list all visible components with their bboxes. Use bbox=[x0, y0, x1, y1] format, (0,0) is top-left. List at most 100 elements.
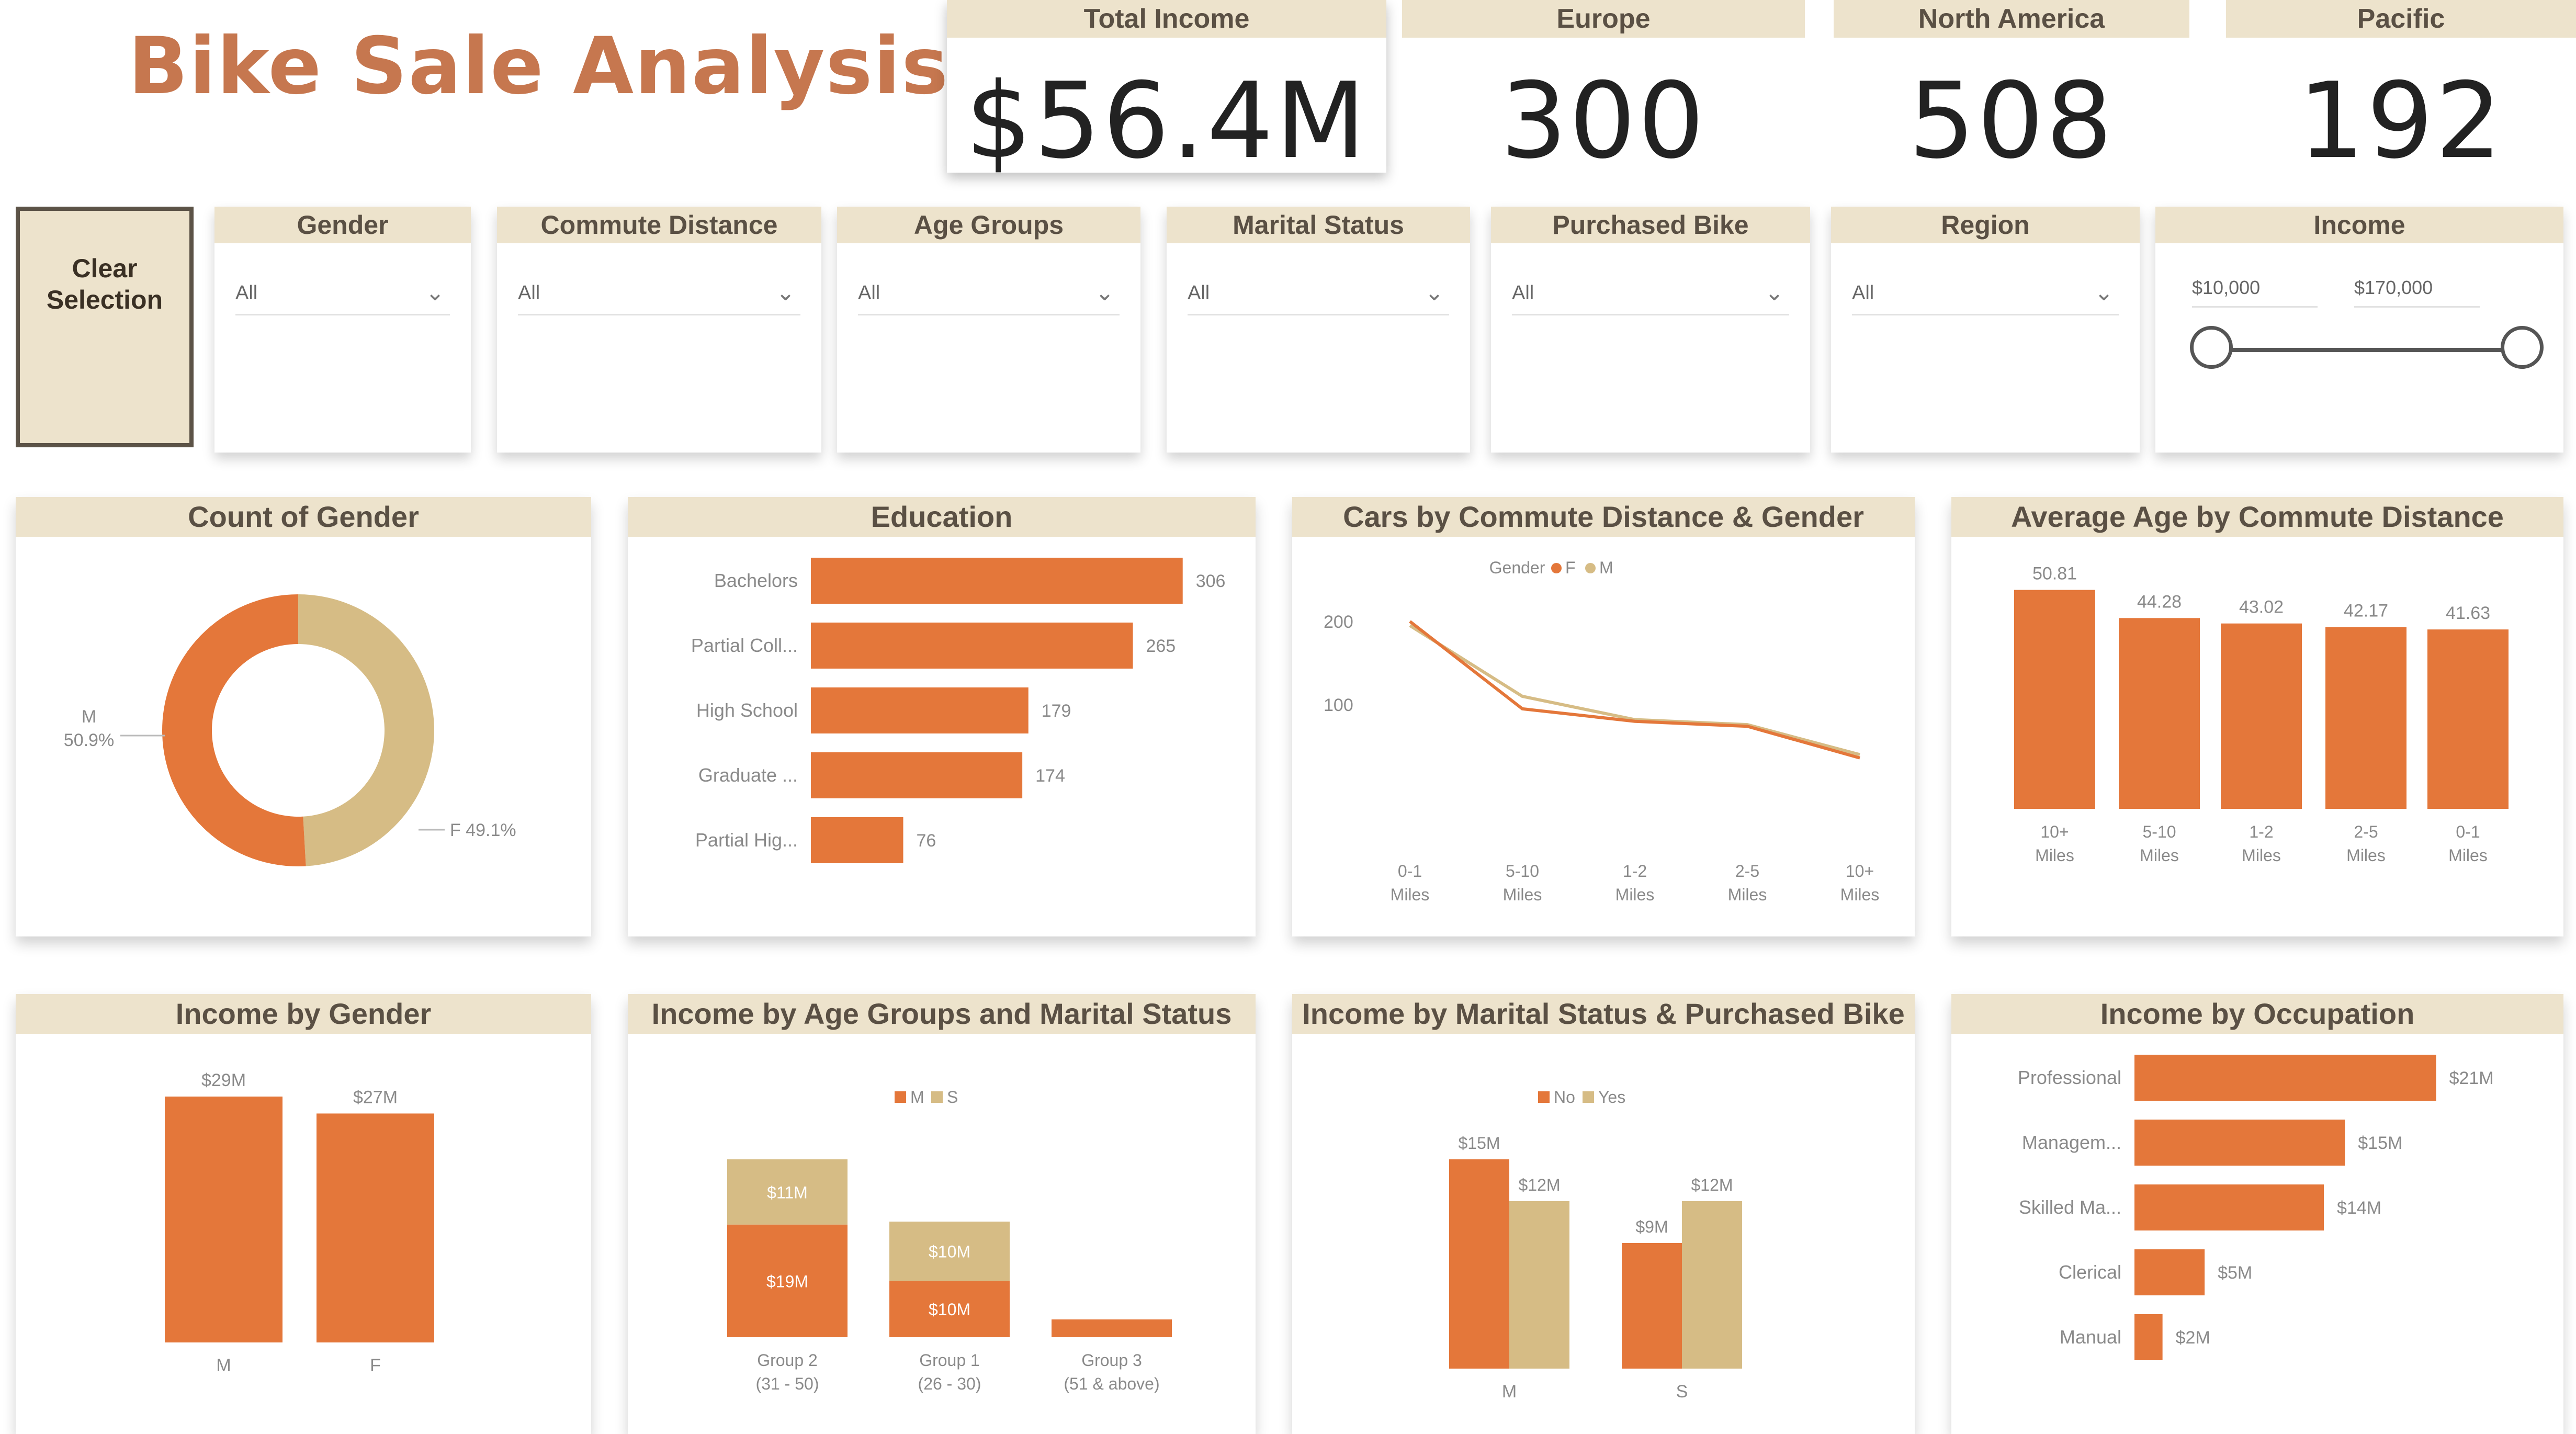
slicer-purchased-bike: Purchased Bike All ⌄ bbox=[1491, 207, 1810, 453]
x-tick-label: Group 3 bbox=[1081, 1351, 1142, 1370]
x-tick-label: F bbox=[370, 1356, 381, 1375]
marital-status-dropdown[interactable]: All ⌄ bbox=[1188, 272, 1449, 315]
income-age-marital-chart: M S $19M $11M Group 2 (31 - 50) $10M $10M Group … bbox=[727, 1088, 1172, 1393]
income-gender-bar-chart: $29M M $27M F bbox=[165, 1070, 434, 1375]
category-label: High School bbox=[696, 699, 798, 721]
slicer-label: Region bbox=[1831, 207, 2140, 243]
chart-title: Income by Occupation bbox=[1951, 994, 2563, 1034]
panel-cars-commute: Cars by Commute Distance & Gender Gender… bbox=[1292, 497, 1915, 936]
income-slider-track[interactable] bbox=[2213, 348, 2506, 352]
slicer-gender: Gender All ⌄ bbox=[214, 207, 471, 453]
chevron-down-icon: ⌄ bbox=[2094, 280, 2114, 306]
slicer-age-groups: Age Groups All ⌄ bbox=[837, 207, 1140, 453]
panel-average-age: Average Age by Commute Distance 50.81 10+… bbox=[1951, 497, 2563, 936]
x-tick-label: 5-10 bbox=[2142, 822, 2176, 841]
slicer-label: Marital Status bbox=[1167, 207, 1470, 243]
category-label: Graduate ... bbox=[698, 764, 798, 786]
x-tick-label: 5-10 bbox=[1506, 862, 1539, 880]
legend-item: F bbox=[1565, 558, 1576, 577]
commute-distance-dropdown[interactable]: All ⌄ bbox=[518, 272, 800, 315]
category-label: Skilled Ma... bbox=[2019, 1196, 2121, 1218]
clear-selection-button[interactable]: Clear Selection bbox=[16, 207, 194, 447]
bar-3 bbox=[811, 752, 1023, 798]
legend-title: Gender bbox=[1489, 558, 1545, 577]
bar-No bbox=[1449, 1159, 1509, 1369]
slicer-commute-distance: Commute Distance All ⌄ bbox=[497, 207, 821, 453]
slicer-label: Purchased Bike bbox=[1491, 207, 1810, 243]
kpi-label: North America bbox=[1834, 0, 2189, 38]
income-slider-min-handle[interactable] bbox=[2190, 326, 2233, 369]
category-label: Partial Coll... bbox=[691, 635, 798, 656]
x-tick-label: 10+ bbox=[1846, 862, 1874, 880]
x-tick-label: Miles bbox=[1840, 885, 1880, 904]
slice-label: M bbox=[82, 707, 96, 727]
stack-segment-S bbox=[727, 1159, 848, 1225]
x-tick-label: (26 - 30) bbox=[918, 1374, 981, 1393]
bar-0 bbox=[2014, 590, 2095, 809]
kpi-pacific: Pacific 192 bbox=[2226, 0, 2576, 182]
value-label: 76 bbox=[917, 831, 936, 851]
income-slider-max-handle[interactable] bbox=[2501, 326, 2544, 369]
region-dropdown[interactable]: All ⌄ bbox=[1852, 272, 2119, 315]
income-min-field[interactable]: $10,000 bbox=[2192, 269, 2318, 308]
value-label: $9M bbox=[1635, 1217, 1668, 1236]
slicer-label: Gender bbox=[214, 207, 471, 243]
bar-No bbox=[1622, 1243, 1682, 1369]
value-label: $14M bbox=[2337, 1198, 2381, 1218]
stack-segment-M bbox=[889, 1281, 1010, 1337]
x-tick-label: M bbox=[1502, 1382, 1517, 1402]
category-label: Managem... bbox=[2022, 1132, 2121, 1153]
income-max-field[interactable]: $170,000 bbox=[2354, 269, 2480, 308]
legend-marker-No bbox=[1538, 1091, 1550, 1103]
y-tick-label: 100 bbox=[1324, 695, 1353, 715]
cars-line-chart: Gender F M 200 100 0-1 Miles 5-10 Miles 1-2 Miles 2… bbox=[1324, 558, 1880, 904]
chevron-down-icon: ⌄ bbox=[1765, 280, 1784, 306]
value-label: $2M bbox=[2176, 1328, 2210, 1348]
x-tick-label: Miles bbox=[2448, 846, 2488, 865]
gender-donut-chart: M 50.9% F 49.1% bbox=[64, 594, 516, 866]
x-tick-label: 1-2 bbox=[2249, 822, 2273, 841]
slicer-label: Income bbox=[2155, 207, 2563, 243]
category-label: Clerical bbox=[2059, 1261, 2121, 1283]
panel-income-gender: Income by Gender $29M M $27M F bbox=[16, 994, 591, 1434]
gender-dropdown[interactable]: All ⌄ bbox=[235, 272, 450, 315]
x-tick-label: (51 & above) bbox=[1064, 1374, 1159, 1393]
x-tick-label: Miles bbox=[1615, 885, 1655, 904]
value-label: 179 bbox=[1042, 701, 1071, 721]
x-tick-label: 10+ bbox=[2040, 822, 2069, 841]
purchased-bike-dropdown[interactable]: All ⌄ bbox=[1512, 272, 1789, 315]
slice-label: 50.9% bbox=[64, 730, 114, 750]
value-label: $15M bbox=[1458, 1134, 1500, 1153]
value-label: 174 bbox=[1035, 766, 1065, 786]
chevron-down-icon: ⌄ bbox=[425, 280, 445, 306]
bar-3 bbox=[2325, 627, 2406, 809]
bar-0 bbox=[165, 1097, 283, 1342]
value-label: 44.28 bbox=[2137, 592, 2182, 612]
x-tick-label: Miles bbox=[2346, 846, 2386, 865]
stack-segment-S bbox=[889, 1222, 1010, 1281]
stack-segment-M bbox=[727, 1224, 848, 1337]
x-tick-label: 0-1 bbox=[2456, 822, 2480, 841]
x-tick-label: Miles bbox=[1503, 885, 1542, 904]
value-label: $27M bbox=[353, 1087, 398, 1107]
dropdown-value: All bbox=[1852, 282, 1874, 304]
value-label: $5M bbox=[2218, 1263, 2252, 1283]
legend-marker-F bbox=[1551, 563, 1562, 573]
category-label: Manual bbox=[2060, 1326, 2121, 1348]
donut-slice-M bbox=[162, 594, 306, 866]
value-label: $12M bbox=[1691, 1176, 1733, 1194]
bar-2 bbox=[811, 687, 1029, 733]
x-tick-label: M bbox=[216, 1356, 231, 1375]
slicer-region: Region All ⌄ bbox=[1831, 207, 2140, 453]
bar-4 bbox=[811, 817, 903, 863]
age-groups-dropdown[interactable]: All ⌄ bbox=[858, 272, 1120, 315]
kpi-total-income: Total Income $56.4M bbox=[947, 0, 1386, 182]
panel-education: Education Bachelors 306 Partial Coll... 265… bbox=[628, 497, 1256, 936]
dropdown-value: All bbox=[1188, 282, 1210, 304]
slicer-marital-status: Marital Status All ⌄ bbox=[1167, 207, 1470, 453]
bar-Yes bbox=[1509, 1201, 1569, 1369]
value-label: $10M bbox=[929, 1300, 970, 1319]
chart-title: Income by Gender bbox=[16, 994, 591, 1034]
value-label: 50.81 bbox=[2032, 564, 2077, 584]
legend-marker-S bbox=[931, 1091, 943, 1103]
